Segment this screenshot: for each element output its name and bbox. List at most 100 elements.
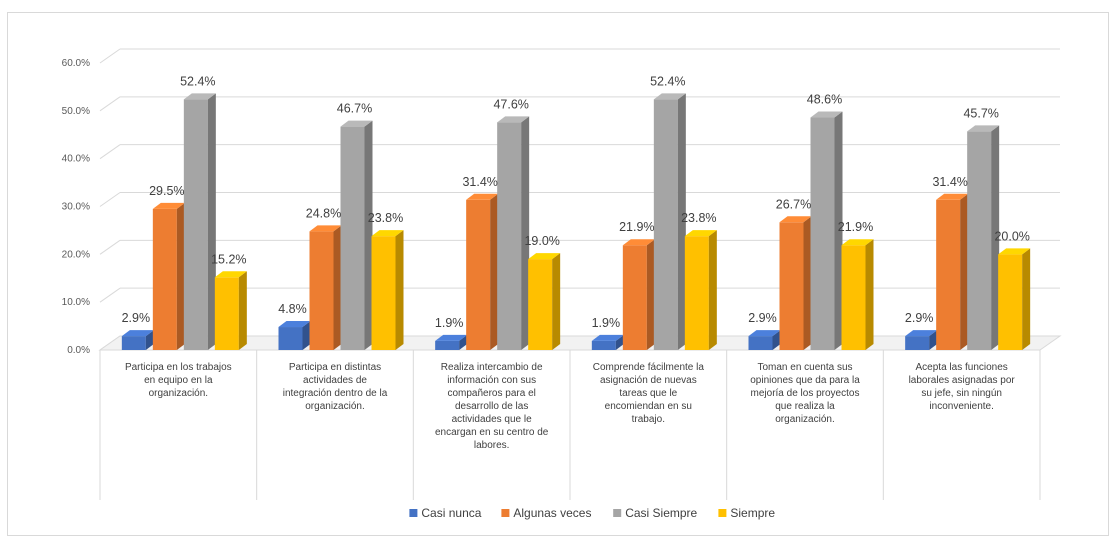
- data-label: 52.4%: [180, 74, 215, 88]
- data-label: 26.7%: [776, 197, 811, 211]
- bar-side: [677, 93, 686, 350]
- y-tick-label: 60.0%: [62, 58, 90, 69]
- category-label-line: organización.: [775, 414, 834, 425]
- bar-side: [615, 334, 624, 350]
- data-label: 21.9%: [838, 220, 873, 234]
- bar-algunas-veces: [309, 225, 342, 350]
- bar-top: [528, 253, 561, 260]
- data-label: 20.0%: [994, 229, 1029, 243]
- category-label-line: integración dentro de la: [283, 388, 388, 399]
- category-label-line: asignación de nuevas: [600, 375, 697, 386]
- bar-top: [466, 193, 499, 200]
- bar-top: [905, 330, 938, 337]
- data-label: 21.9%: [619, 220, 654, 234]
- bar-casi-siempre: [183, 93, 216, 350]
- category-label-line: Acepta las funciones: [916, 362, 1008, 373]
- bar-side: [772, 330, 781, 350]
- bar-front: [684, 236, 709, 350]
- legend-item: Siempre: [718, 506, 775, 520]
- data-label: 45.7%: [963, 106, 998, 120]
- legend-item: Casi Siempre: [613, 506, 698, 520]
- bar-front: [653, 99, 678, 350]
- legend-label: Algunas veces: [513, 506, 591, 520]
- legend-swatch: [718, 509, 727, 517]
- category-label-line: mejoría de los proyectos: [751, 388, 860, 399]
- bar-side: [803, 216, 812, 350]
- gridline-side: [99, 48, 121, 64]
- category-label-line: desarrollo de las: [455, 401, 528, 412]
- bar-casi-siempre: [653, 93, 686, 350]
- data-label: 31.4%: [462, 175, 497, 189]
- legend-swatch: [501, 509, 510, 517]
- bar-side: [364, 120, 373, 350]
- bar-front: [152, 208, 177, 350]
- bar-side: [834, 111, 843, 350]
- bar-front: [905, 336, 930, 350]
- bar-casi-nunca: [905, 330, 938, 350]
- category-label-line: en equipo en la: [144, 375, 213, 386]
- category-label-line: Comprende fácilmente la: [593, 362, 705, 373]
- data-label: 46.7%: [337, 102, 372, 116]
- category-label-line: trabajo.: [632, 414, 665, 425]
- bar-top: [152, 202, 185, 209]
- category-label-line: labores.: [474, 440, 510, 451]
- category-label: Participa en los trabajos en equipo en la…: [125, 362, 232, 399]
- bar-siempre: [214, 271, 247, 350]
- category-label-line: Participa en distintas: [289, 362, 381, 373]
- bar-side: [395, 230, 404, 350]
- bar-front: [371, 236, 396, 350]
- bar-front: [497, 122, 522, 351]
- category-label-line: organización.: [149, 388, 208, 399]
- bar-side: [302, 321, 311, 350]
- bar-algunas-veces: [152, 202, 185, 350]
- category-label-line: encomiendan en su: [605, 401, 692, 412]
- bar-top: [967, 125, 1000, 132]
- legend-swatch: [409, 509, 418, 517]
- category-label: Acepta las funciones laborales asignadas …: [909, 362, 1016, 412]
- data-label: 24.8%: [306, 206, 341, 220]
- category-label-line: Participa en los trabajos: [125, 362, 232, 373]
- bar-side: [238, 271, 247, 350]
- bar-front: [435, 340, 460, 350]
- category-label: Toman en cuenta sus opiniones que da para…: [750, 362, 860, 425]
- bar-casi-siempre: [967, 125, 1000, 350]
- category-label-line: opiniones que da para la: [750, 375, 860, 386]
- bar-top: [121, 330, 154, 337]
- bar-front: [121, 336, 146, 350]
- bar-top: [214, 271, 247, 278]
- bar-algunas-veces: [779, 216, 812, 350]
- legend-item: Algunas veces: [501, 506, 591, 520]
- category-label-line: tareas que le: [619, 388, 677, 399]
- bar-side: [708, 230, 717, 350]
- category-label-line: su jefe, sin ningún: [921, 388, 1002, 399]
- y-tick-label: 30.0%: [62, 202, 90, 213]
- legend-item: Casi nunca: [409, 506, 482, 520]
- category-label-line: Toman en cuenta sus: [757, 362, 852, 373]
- gridline-side: [99, 287, 121, 303]
- bar-top: [497, 116, 530, 123]
- bar-top: [653, 93, 686, 100]
- category-label-line: laborales asignadas por: [909, 375, 1016, 386]
- category-label-line: información con sus: [447, 375, 536, 386]
- bar-side: [865, 239, 874, 350]
- category-label-line: inconveniente.: [929, 401, 994, 412]
- bars: [121, 93, 1031, 351]
- bar-side: [207, 93, 216, 350]
- data-label: 1.9%: [435, 316, 464, 330]
- category-label: Comprende fácilmente la asignación de nue…: [593, 362, 705, 425]
- bar-side: [929, 330, 938, 350]
- category-label-line: que realiza la: [775, 401, 835, 412]
- bar-casi-siempre: [497, 116, 530, 351]
- bar-front: [309, 231, 334, 350]
- data-label: 52.4%: [650, 74, 685, 88]
- bar-top: [841, 239, 874, 246]
- bar-front: [591, 340, 616, 350]
- bar-algunas-veces: [622, 239, 655, 350]
- bar-side: [490, 193, 499, 350]
- bar-top: [435, 334, 468, 341]
- y-tick-label: 20.0%: [62, 249, 90, 260]
- bar-side: [646, 239, 655, 350]
- bar-side: [552, 253, 561, 350]
- bar-top: [748, 330, 781, 337]
